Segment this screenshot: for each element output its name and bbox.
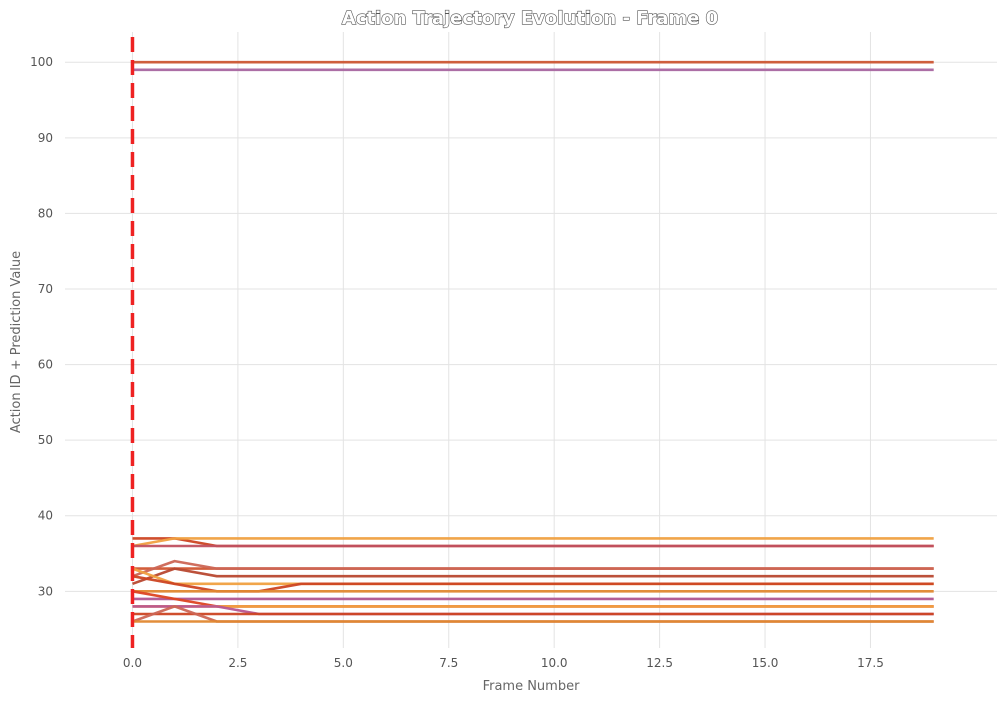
y-tick-label: 60 <box>38 358 53 372</box>
series-line <box>132 559 934 578</box>
y-tick-label: 70 <box>38 282 53 296</box>
x-tick-label: 17.5 <box>857 656 884 670</box>
x-tick-label: 15.0 <box>752 656 779 670</box>
x-tick-label: 12.5 <box>646 656 673 670</box>
y-axis-label: Action ID + Prediction Value <box>9 251 24 433</box>
x-tick-label: 0.0 <box>123 656 142 670</box>
x-tick-label: 7.5 <box>439 656 458 670</box>
x-tick-label: 10.0 <box>541 656 568 670</box>
series-line <box>132 537 934 548</box>
x-tick-label: 2.5 <box>228 656 247 670</box>
y-tick-label: 40 <box>38 509 53 523</box>
y-tick-label: 30 <box>38 584 53 598</box>
x-tick-label: 5.0 <box>334 656 353 670</box>
series-lines <box>132 60 934 623</box>
y-tick-label: 80 <box>38 206 53 220</box>
y-tick-label: 90 <box>38 131 53 145</box>
series-line <box>132 567 934 586</box>
chart-title: Action Trajectory Evolution - Frame 0 <box>342 8 718 29</box>
tick-labels: 0.0 2.5 5.0 7.5 10.0 12.5 15.0 17.5 30 40 50 60 70 80… <box>30 55 884 670</box>
y-tick-label: 50 <box>38 433 53 447</box>
x-axis-label: Frame Number <box>483 679 581 694</box>
grid <box>65 32 997 648</box>
y-tick-label: 100 <box>30 55 53 69</box>
